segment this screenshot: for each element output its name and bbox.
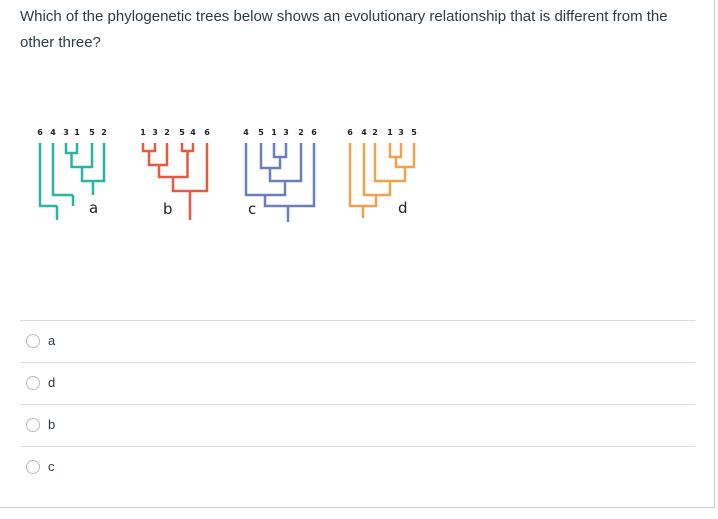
svg-text:3: 3 (283, 128, 289, 137)
radio-button[interactable] (26, 418, 40, 432)
svg-text:4: 4 (243, 128, 249, 137)
svg-text:6: 6 (37, 128, 43, 137)
question-card: Which of the phylogenetic trees below sh… (0, 0, 715, 508)
svg-text:4: 4 (361, 128, 367, 137)
svg-text:b: b (163, 200, 173, 218)
tree-d (348, 143, 416, 218)
svg-text:3: 3 (152, 128, 158, 137)
svg-text:3: 3 (398, 128, 404, 137)
answer-label: a (48, 333, 56, 348)
svg-text:2: 2 (101, 128, 107, 137)
answer-option-c[interactable]: c (20, 446, 695, 488)
tree-a-labels: 6 4 3 1 5 2 a (37, 128, 107, 217)
svg-text:1: 1 (140, 128, 146, 137)
tree-c-labels: 4 5 1 3 2 6 c (243, 128, 317, 218)
svg-text:5: 5 (411, 128, 417, 137)
tree-a (38, 143, 106, 220)
svg-text:6: 6 (204, 128, 210, 137)
answer-label: c (48, 459, 55, 474)
answer-option-a[interactable]: a (20, 320, 695, 362)
svg-text:4: 4 (190, 128, 196, 137)
svg-text:5: 5 (89, 128, 95, 137)
answer-label: d (48, 375, 56, 390)
answer-list: a d b c (20, 320, 695, 488)
svg-text:2: 2 (372, 128, 378, 137)
svg-text:6: 6 (311, 128, 317, 137)
svg-text:4: 4 (50, 128, 56, 137)
question-text: Which of the phylogenetic trees below sh… (20, 8, 668, 51)
svg-text:2: 2 (298, 128, 304, 137)
svg-text:5: 5 (258, 128, 264, 137)
tree-c (244, 143, 316, 222)
tree-d-labels: 6 4 2 1 3 5 d (347, 128, 417, 217)
answer-option-d[interactable]: d (20, 362, 695, 404)
answer-option-b[interactable]: b (20, 404, 695, 446)
radio-button[interactable] (26, 376, 40, 390)
svg-text:5: 5 (179, 128, 185, 137)
radio-button[interactable] (26, 334, 40, 348)
svg-text:2: 2 (164, 128, 170, 137)
radio-button[interactable] (26, 460, 40, 474)
tree-b (141, 143, 209, 220)
answer-label: b (48, 417, 56, 432)
svg-text:3: 3 (63, 128, 69, 137)
tree-b-labels: 1 3 2 5 4 6 b (140, 128, 210, 218)
svg-text:1: 1 (271, 128, 277, 137)
svg-text:1: 1 (74, 128, 80, 137)
svg-text:6: 6 (347, 128, 353, 137)
svg-text:1: 1 (387, 128, 393, 137)
phylogenetic-trees-figure: 6 4 3 1 5 2 a 1 3 2 5 4 6 b 4 5 1 (37, 128, 417, 222)
svg-text:c: c (248, 200, 256, 218)
svg-text:d: d (398, 199, 408, 217)
svg-text:a: a (89, 199, 98, 217)
